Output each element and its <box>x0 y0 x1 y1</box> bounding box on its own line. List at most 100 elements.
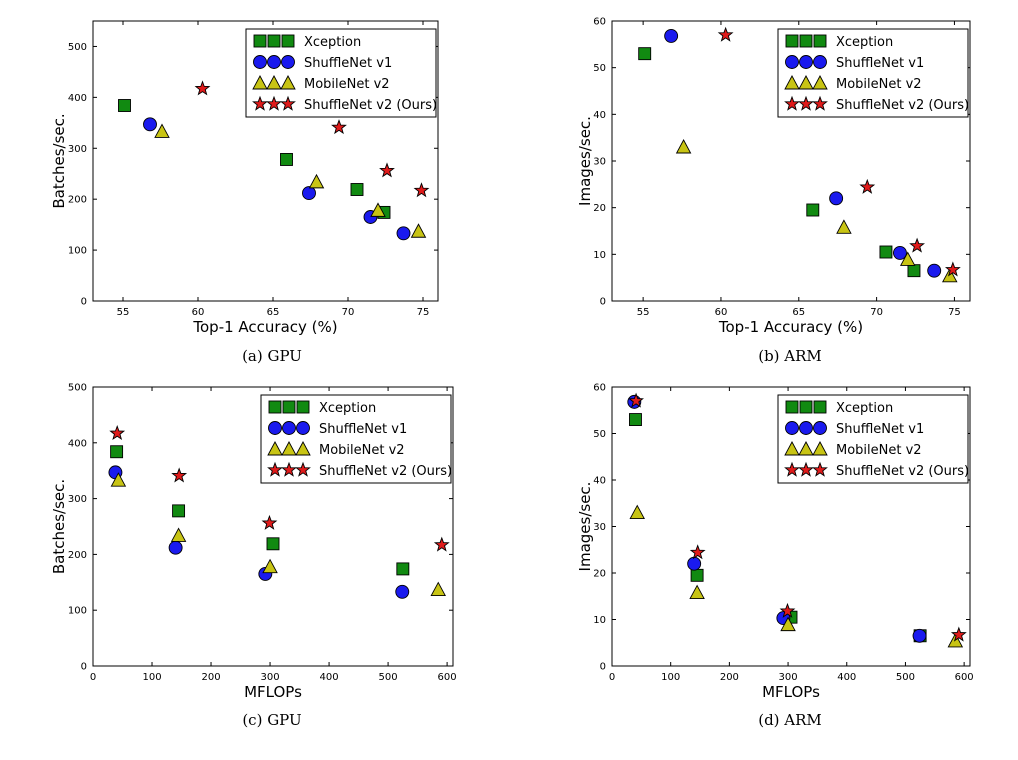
x-axis-label: Top-1 Accuracy (%) <box>192 318 337 336</box>
x-tick-label: 70 <box>870 307 883 318</box>
legend: Xception ShuffleNet v1 MobileNet v2 Shuffle… <box>245 28 437 118</box>
data-point-star <box>413 182 430 198</box>
x-tick-label: 200 <box>720 672 739 683</box>
series-shufflenet-v2-ours <box>628 392 967 642</box>
y-tick-label: 10 <box>593 615 606 626</box>
legend-marker-star <box>295 461 311 477</box>
legend-marker-star <box>798 95 814 111</box>
legend-marker-circle <box>281 55 295 69</box>
data-point-triangle <box>170 527 187 542</box>
data-point-star <box>950 626 967 642</box>
legend-marker-circle <box>799 421 813 435</box>
legend-marker-circle <box>253 55 267 69</box>
x-tick-label: 600 <box>955 672 974 683</box>
data-point-circle <box>927 263 942 278</box>
legend-marker-square <box>268 400 282 414</box>
legend-marker-triangle <box>266 75 282 90</box>
x-tick-label: 75 <box>948 307 961 318</box>
data-point-triangle <box>308 173 325 189</box>
legend-label: MobileNet v2 <box>319 443 405 458</box>
legend-marker-circle <box>282 421 296 435</box>
data-point-square <box>172 504 186 518</box>
chart-panel-c: 0 100 200 300 400 500 600 0 100 200 300 400 500 MFLOP… <box>50 383 457 730</box>
legend: Xception ShuffleNet v1 MobileNet v2 Shuffle… <box>260 394 452 484</box>
panel-caption: (c) GPU <box>242 711 301 729</box>
x-tick-label: 100 <box>661 672 680 683</box>
x-tick-label: 55 <box>637 307 650 318</box>
data-point-triangle <box>410 223 427 238</box>
legend-marker-square <box>813 34 827 48</box>
legend-marker-circle <box>785 55 799 69</box>
y-axis-label: Images/sec. <box>576 116 594 206</box>
legend-marker-square <box>296 400 310 414</box>
data-point-star <box>909 237 925 253</box>
series-xception <box>638 47 921 278</box>
legend-marker-triangle <box>295 441 311 456</box>
legend-marker-triangle <box>280 75 296 90</box>
x-tick-label: 65 <box>267 307 280 318</box>
legend-marker-star <box>812 95 828 111</box>
data-point-circle <box>395 584 410 599</box>
data-point-star <box>109 425 126 441</box>
legend-marker-square <box>785 400 799 414</box>
y-tick-label: 500 <box>68 383 87 394</box>
x-tick-label: 65 <box>792 307 805 318</box>
series-mobilenet-v2 <box>110 472 446 597</box>
y-tick-label: 200 <box>68 195 87 206</box>
x-tick-label: 300 <box>261 672 280 683</box>
x-tick-label: 300 <box>779 672 798 683</box>
data-point-circle <box>687 556 702 571</box>
legend-label: ShuffleNet v2 (Ours) <box>304 98 437 113</box>
series-shufflenet-v1 <box>143 117 411 241</box>
x-tick-label: 500 <box>896 672 915 683</box>
x-tick-label: 400 <box>837 672 856 683</box>
y-tick-label: 60 <box>593 17 606 28</box>
legend-label: Xception <box>836 401 893 416</box>
y-tick-label: 30 <box>593 522 606 533</box>
plot-frame <box>92 20 439 302</box>
y-tick-label: 0 <box>81 297 87 308</box>
y-tick-label: 50 <box>593 429 606 440</box>
y-tick-label: 300 <box>68 494 87 505</box>
data-point-star <box>717 26 734 42</box>
legend-label: MobileNet v2 <box>836 77 922 92</box>
x-tick-label: 60 <box>192 307 205 318</box>
y-tick-label: 60 <box>593 383 606 394</box>
legend-marker-triangle <box>784 441 800 456</box>
chart-panel-d: 0 100 200 300 400 500 600 0 10 20 30 40 50 60 MFLOPs Im… <box>576 383 974 730</box>
legend-label: ShuffleNet v2 (Ours) <box>319 464 452 479</box>
legend-marker-star <box>281 461 297 477</box>
legend-marker-triangle <box>267 441 283 456</box>
legend-marker-triangle <box>252 75 268 90</box>
data-point-circle <box>829 191 844 206</box>
data-point-triangle <box>262 558 278 574</box>
data-point-star <box>779 602 796 618</box>
series-shufflenet-v1 <box>108 465 410 599</box>
data-point-star <box>433 536 450 552</box>
series-shufflenet-v1 <box>664 28 942 278</box>
series-mobilenet-v2 <box>629 504 964 648</box>
data-point-square <box>118 99 131 112</box>
data-point-star <box>628 392 644 408</box>
legend-marker-triangle <box>812 75 828 90</box>
x-tick-label: 0 <box>609 672 615 683</box>
y-tick-label: 0 <box>600 297 606 308</box>
legend-marker-square <box>799 400 813 414</box>
plot-frame <box>92 386 454 667</box>
x-axis-label: MFLOPs <box>762 683 820 701</box>
legend-marker-circle <box>813 421 827 435</box>
legend-label: ShuffleNet v1 <box>304 56 392 71</box>
legend-label: MobileNet v2 <box>836 443 922 458</box>
panel-caption: (a) GPU <box>242 347 302 365</box>
x-tick-label: 75 <box>417 307 430 318</box>
data-point-star <box>171 467 188 483</box>
series-shufflenet-v2-ours <box>194 80 430 198</box>
data-point-star <box>194 80 211 96</box>
chart-panel-a: 55 60 65 70 75 0 100 200 300 400 500 Top-1 Accuracy… <box>50 20 439 365</box>
x-tick-label: 55 <box>117 307 130 318</box>
legend-marker-square <box>282 400 296 414</box>
data-point-circle <box>664 28 679 43</box>
data-point-circle <box>143 117 157 132</box>
legend-label: ShuffleNet v2 (Ours) <box>836 464 969 479</box>
